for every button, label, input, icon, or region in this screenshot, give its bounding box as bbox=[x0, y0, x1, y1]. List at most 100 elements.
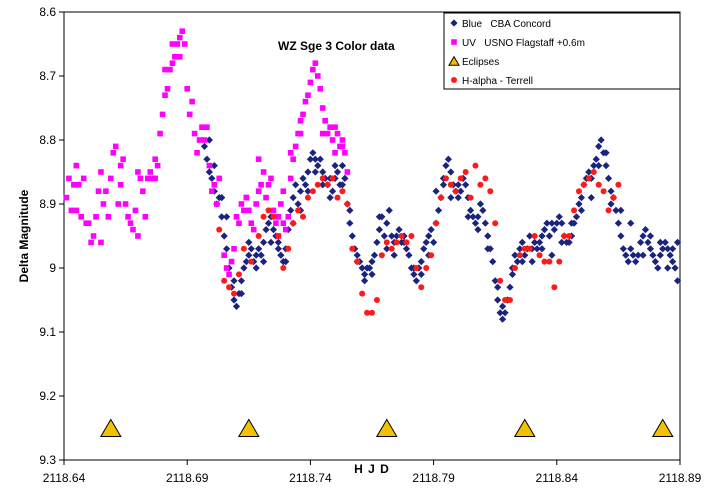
data-point-circle bbox=[265, 207, 272, 214]
data-point-square bbox=[122, 201, 129, 207]
data-point-square bbox=[144, 175, 151, 182]
data-point-circle bbox=[324, 181, 331, 188]
data-point-diamond bbox=[555, 213, 563, 221]
data-point-square bbox=[68, 207, 75, 214]
data-point-circle bbox=[541, 258, 548, 265]
data-point-diamond bbox=[454, 181, 462, 189]
data-point-diamond bbox=[316, 155, 324, 163]
data-point-diamond bbox=[427, 226, 435, 234]
data-point-circle bbox=[260, 213, 267, 220]
x-tick-label: 2118.64 bbox=[43, 471, 86, 485]
data-point-square bbox=[317, 86, 324, 92]
data-point-square bbox=[260, 169, 267, 175]
data-point-square bbox=[115, 201, 122, 207]
data-point-diamond bbox=[274, 245, 282, 253]
data-point-square bbox=[196, 137, 203, 143]
data-point-diamond bbox=[425, 232, 433, 240]
data-point-square bbox=[181, 41, 188, 47]
data-point-square bbox=[334, 130, 341, 137]
data-point-square bbox=[174, 41, 181, 47]
data-point-square bbox=[100, 201, 107, 207]
data-point-diamond bbox=[255, 245, 263, 253]
data-point-square bbox=[310, 66, 316, 73]
data-point-square bbox=[191, 130, 198, 137]
data-point-square bbox=[105, 214, 112, 220]
data-point-circle bbox=[521, 245, 528, 252]
data-point-diamond bbox=[314, 162, 322, 170]
series-circle-points bbox=[216, 162, 622, 316]
data-point-circle bbox=[285, 245, 292, 252]
axes: 2118.64 2118.69 2118.74 2118.79 2118.84 2118.… bbox=[39, 5, 701, 485]
data-point-circle bbox=[403, 239, 410, 246]
data-point-diamond bbox=[277, 251, 285, 259]
data-point-diamond bbox=[380, 232, 388, 240]
legend-item: Blue CBA Concord bbox=[450, 19, 551, 30]
data-point-diamond bbox=[417, 270, 425, 278]
data-point-diamond bbox=[494, 283, 502, 291]
data-point-circle bbox=[442, 175, 449, 182]
data-point-square bbox=[312, 60, 319, 66]
data-point-circle bbox=[536, 252, 543, 259]
data-point-circle bbox=[309, 188, 316, 195]
data-point-square bbox=[216, 175, 223, 182]
data-point-diamond bbox=[405, 251, 413, 259]
data-point-circle bbox=[428, 252, 435, 259]
data-point-diamond bbox=[646, 245, 655, 253]
legend-marker-square bbox=[451, 39, 457, 45]
data-point-diamond bbox=[383, 219, 391, 227]
data-point-square bbox=[172, 54, 178, 60]
data-point-circle bbox=[388, 245, 395, 252]
data-point-diamond bbox=[232, 302, 241, 310]
data-point-diamond bbox=[223, 213, 231, 221]
data-point-diamond bbox=[511, 251, 519, 259]
data-point-diamond bbox=[538, 245, 546, 253]
data-point-square bbox=[292, 143, 299, 150]
data-point-diamond bbox=[269, 226, 278, 234]
data-point-square bbox=[127, 220, 134, 226]
data-point-diamond bbox=[348, 232, 356, 240]
data-point-square bbox=[297, 118, 304, 124]
data-point-diamond bbox=[301, 181, 310, 189]
data-point-circle bbox=[511, 265, 518, 271]
data-point-diamond bbox=[294, 200, 302, 208]
data-point-diamond bbox=[479, 206, 487, 214]
data-point-square bbox=[243, 194, 250, 201]
y-tick-label: 9.2 bbox=[39, 389, 56, 403]
y-tick-label: 8.9 bbox=[39, 197, 56, 211]
data-point-diamond bbox=[328, 187, 337, 195]
data-point-circle bbox=[240, 245, 247, 252]
data-marks bbox=[63, 28, 682, 437]
data-point-circle bbox=[270, 213, 277, 220]
legend-marker-diamond bbox=[450, 19, 458, 27]
data-point-diamond bbox=[617, 232, 625, 240]
data-point-diamond bbox=[304, 187, 312, 195]
data-point-diamond bbox=[535, 238, 544, 246]
data-point-diamond bbox=[296, 187, 305, 195]
data-point-diamond bbox=[644, 238, 652, 246]
data-point-diamond bbox=[476, 200, 485, 208]
data-point-diamond bbox=[402, 245, 411, 253]
data-point-circle bbox=[482, 175, 489, 182]
data-point-diamond bbox=[257, 251, 265, 259]
data-point-circle bbox=[300, 213, 307, 220]
data-point-diamond bbox=[627, 219, 635, 227]
data-point-diamond bbox=[533, 245, 541, 253]
data-point-square bbox=[270, 207, 277, 214]
data-point-diamond bbox=[304, 168, 312, 176]
data-point-diamond bbox=[299, 174, 307, 182]
data-point-diamond bbox=[587, 194, 595, 202]
data-point-diamond bbox=[595, 162, 603, 170]
data-point-diamond bbox=[548, 251, 556, 259]
data-point-square bbox=[130, 226, 136, 233]
data-point-diamond bbox=[457, 187, 465, 195]
data-point-square bbox=[287, 150, 294, 156]
data-point-circle bbox=[605, 207, 612, 214]
data-point-circle bbox=[275, 233, 282, 239]
data-point-square bbox=[189, 98, 195, 105]
data-point-diamond bbox=[447, 168, 455, 176]
data-point-square bbox=[199, 124, 205, 130]
legend-label: Eclipses bbox=[462, 57, 499, 68]
data-point-diamond bbox=[375, 213, 383, 221]
data-point-diamond bbox=[245, 238, 253, 246]
data-point-circle bbox=[561, 233, 568, 239]
